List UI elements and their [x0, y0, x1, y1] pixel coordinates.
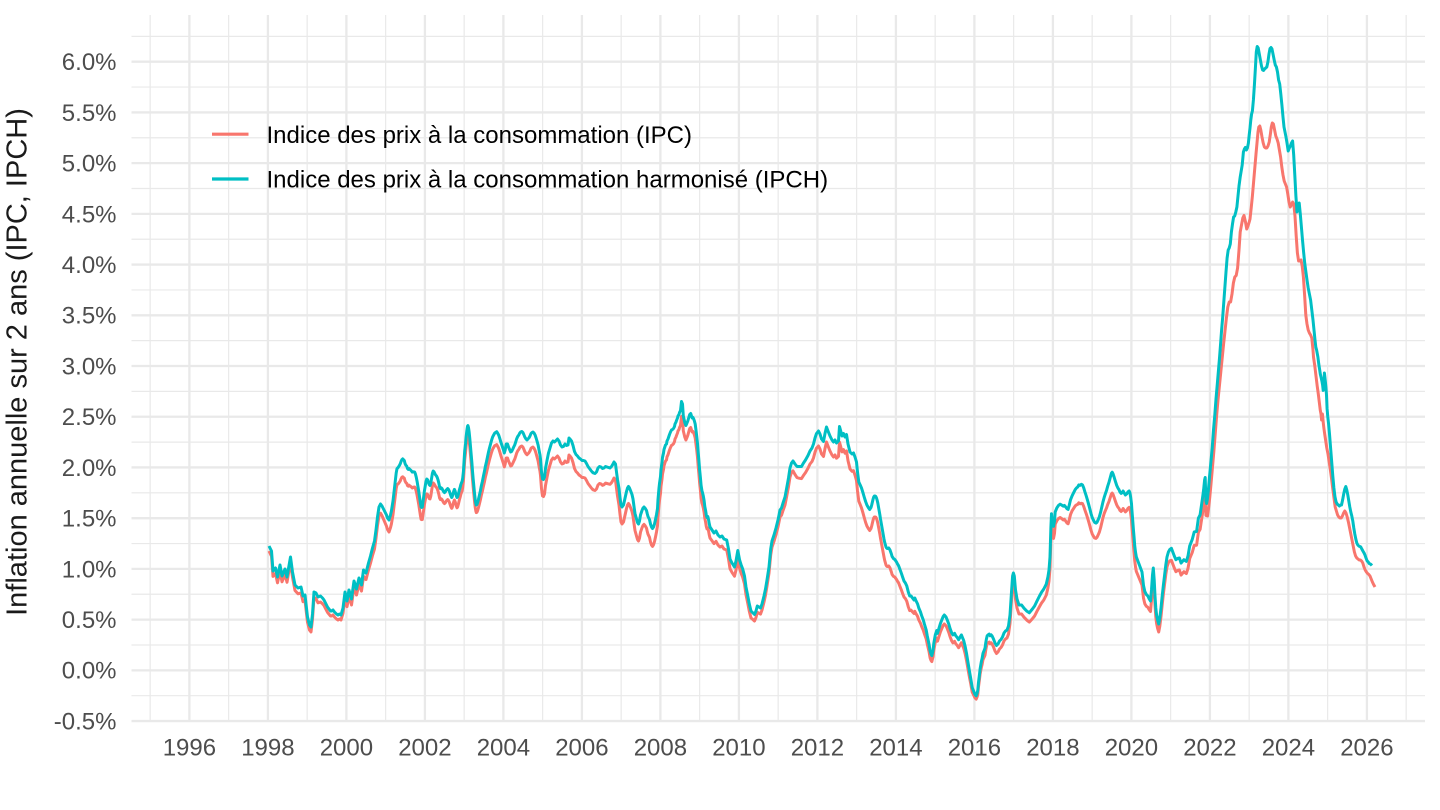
svg-text:5.0%: 5.0% [62, 151, 117, 178]
svg-text:2002: 2002 [398, 734, 451, 761]
svg-text:2006: 2006 [555, 734, 608, 761]
svg-text:0.5%: 0.5% [62, 607, 117, 634]
svg-text:2014: 2014 [869, 734, 922, 761]
svg-text:3.5%: 3.5% [62, 303, 117, 330]
svg-text:1996: 1996 [163, 734, 216, 761]
svg-text:Inflation annuelle sur 2 ans (: Inflation annuelle sur 2 ans (IPC, IPCH) [2, 108, 34, 616]
svg-text:-0.5%: -0.5% [54, 709, 117, 736]
svg-text:2024: 2024 [1262, 734, 1315, 761]
svg-text:5.5%: 5.5% [62, 100, 117, 127]
svg-text:Indice des prix à la consommat: Indice des prix à la consommation harmon… [267, 167, 829, 194]
svg-text:4.0%: 4.0% [62, 252, 117, 279]
svg-text:2018: 2018 [1026, 734, 1079, 761]
svg-text:2012: 2012 [791, 734, 844, 761]
svg-text:2022: 2022 [1183, 734, 1236, 761]
svg-text:2.0%: 2.0% [62, 455, 117, 482]
svg-text:2016: 2016 [948, 734, 1001, 761]
svg-text:0.0%: 0.0% [62, 658, 117, 685]
svg-text:2026: 2026 [1340, 734, 1393, 761]
svg-text:3.0%: 3.0% [62, 353, 117, 380]
svg-text:6.0%: 6.0% [62, 49, 117, 76]
svg-text:2008: 2008 [634, 734, 687, 761]
svg-text:Indice des prix à la consommat: Indice des prix à la consommation (IPC) [267, 122, 693, 149]
svg-text:2004: 2004 [477, 734, 530, 761]
svg-text:1.0%: 1.0% [62, 556, 117, 583]
svg-text:1.5%: 1.5% [62, 506, 117, 533]
svg-text:2000: 2000 [320, 734, 373, 761]
svg-text:2010: 2010 [712, 734, 765, 761]
svg-text:2020: 2020 [1105, 734, 1158, 761]
svg-text:1998: 1998 [241, 734, 294, 761]
svg-text:4.5%: 4.5% [62, 201, 117, 228]
svg-text:2.5%: 2.5% [62, 404, 117, 431]
